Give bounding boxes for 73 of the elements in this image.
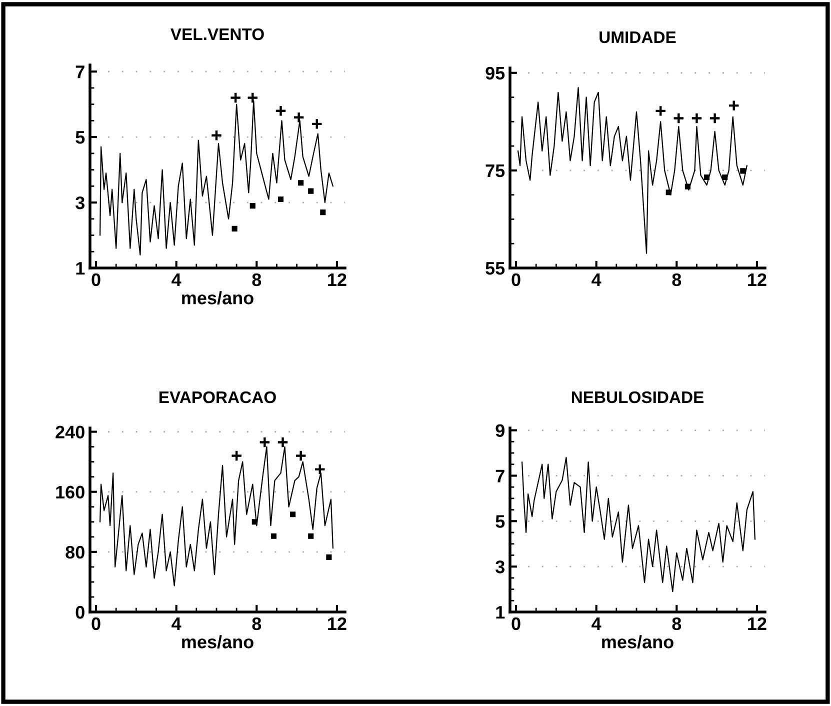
line-series xyxy=(517,86,748,254)
x-tick-label: 4 xyxy=(592,618,602,630)
y-tick-label: 1 xyxy=(496,606,505,619)
x-tick-label: 0 xyxy=(92,617,100,630)
y-tick-label: 1 xyxy=(76,262,85,275)
x-axis-title: mes/ano xyxy=(182,635,254,649)
point xyxy=(232,226,238,232)
chart-title: EVAPORACAO xyxy=(160,391,276,404)
y-tick-label: 240 xyxy=(56,426,84,438)
line-series xyxy=(521,456,756,592)
y-tick-label: 0 xyxy=(76,606,84,619)
x-tick-label: 12 xyxy=(748,273,766,286)
chart-title: NEBULOSIDADE xyxy=(572,391,704,404)
y-tick-label: 160 xyxy=(56,486,84,499)
point xyxy=(270,533,276,539)
point xyxy=(728,100,740,112)
point xyxy=(290,512,296,518)
x-tick-label: 8 xyxy=(252,617,262,630)
point xyxy=(308,188,314,194)
point xyxy=(326,554,332,560)
point xyxy=(654,104,667,117)
y-tick-label: 3 xyxy=(76,196,84,210)
point xyxy=(230,450,243,462)
point xyxy=(704,174,710,180)
point xyxy=(278,196,284,202)
y-tick-label: 3 xyxy=(496,560,504,574)
point xyxy=(274,104,287,117)
point xyxy=(252,519,258,525)
y-tick-label: 5 xyxy=(76,131,85,144)
x-tick-label: 0 xyxy=(512,273,520,286)
y-tick-label: 75 xyxy=(486,164,505,178)
x-tick-label: 0 xyxy=(512,617,520,630)
point xyxy=(320,210,326,216)
point xyxy=(740,168,746,174)
x-axis-title: mes/ano xyxy=(182,291,254,305)
y-tick-label: 95 xyxy=(486,66,505,80)
point xyxy=(250,203,256,209)
point xyxy=(276,436,289,448)
point xyxy=(210,129,222,142)
y-tick-label: 80 xyxy=(66,546,84,559)
y-tick-label: 9 xyxy=(496,424,504,437)
point xyxy=(310,118,323,130)
point xyxy=(672,112,685,124)
x-tick-label: 12 xyxy=(328,617,346,630)
chart-title: UMIDADE xyxy=(600,32,676,44)
point xyxy=(298,180,304,186)
point xyxy=(314,463,326,476)
x-tick-label: 8 xyxy=(672,273,682,286)
point xyxy=(708,112,721,124)
x-tick-label: 4 xyxy=(172,618,182,630)
point xyxy=(684,184,690,190)
x-tick-label: 12 xyxy=(748,617,766,630)
point xyxy=(308,533,314,539)
x-tick-label: 8 xyxy=(252,273,262,286)
point xyxy=(666,190,672,196)
point xyxy=(292,111,305,124)
x-axis-title: mes/ano xyxy=(602,635,674,649)
point xyxy=(258,436,271,448)
point xyxy=(294,450,307,462)
point xyxy=(722,174,728,180)
y-tick-label: 5 xyxy=(496,515,505,528)
x-tick-label: 12 xyxy=(328,273,346,286)
x-tick-label: 4 xyxy=(592,274,602,286)
point xyxy=(230,92,242,104)
y-tick-label: 7 xyxy=(76,66,84,78)
chart-title: VEL.VENTO xyxy=(170,28,264,40)
x-tick-label: 8 xyxy=(672,617,682,630)
y-tick-label: 55 xyxy=(486,262,505,275)
point xyxy=(690,112,703,124)
y-tick-label: 7 xyxy=(496,470,504,482)
x-tick-label: 4 xyxy=(172,274,182,286)
point xyxy=(246,92,259,104)
x-tick-label: 0 xyxy=(92,273,100,286)
